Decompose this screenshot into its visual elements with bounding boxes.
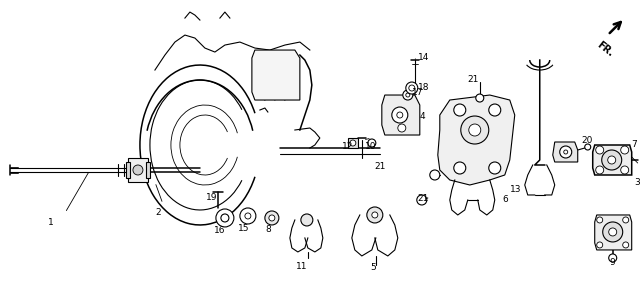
- Circle shape: [596, 146, 604, 154]
- Circle shape: [609, 254, 617, 262]
- Circle shape: [564, 150, 568, 154]
- Polygon shape: [382, 95, 420, 135]
- Text: 4: 4: [420, 112, 426, 121]
- Circle shape: [301, 214, 313, 226]
- Circle shape: [403, 90, 413, 100]
- Text: 2: 2: [155, 208, 161, 217]
- Text: 9: 9: [610, 258, 616, 267]
- Circle shape: [489, 104, 500, 116]
- Text: 20: 20: [582, 136, 593, 145]
- Circle shape: [489, 162, 500, 174]
- Text: 1: 1: [48, 218, 54, 227]
- Circle shape: [476, 94, 484, 102]
- Circle shape: [603, 222, 623, 242]
- Text: 10: 10: [365, 142, 376, 151]
- Text: 21: 21: [468, 75, 479, 84]
- Text: 14: 14: [418, 53, 429, 62]
- Text: 11: 11: [296, 262, 308, 271]
- Circle shape: [609, 228, 617, 236]
- Circle shape: [623, 242, 628, 248]
- Circle shape: [602, 150, 621, 170]
- Circle shape: [596, 217, 603, 223]
- Circle shape: [245, 213, 251, 219]
- Text: 8: 8: [265, 225, 271, 234]
- Circle shape: [372, 212, 378, 218]
- Circle shape: [461, 116, 489, 144]
- Circle shape: [409, 85, 415, 91]
- Circle shape: [368, 139, 376, 147]
- Polygon shape: [252, 50, 300, 100]
- Text: 3: 3: [635, 178, 640, 187]
- Circle shape: [430, 170, 440, 180]
- Text: 12: 12: [342, 142, 353, 151]
- Text: 21: 21: [375, 162, 386, 171]
- Circle shape: [417, 195, 427, 205]
- Circle shape: [596, 242, 603, 248]
- Circle shape: [221, 214, 229, 222]
- Circle shape: [596, 166, 604, 174]
- Text: 7: 7: [632, 140, 637, 149]
- Text: 15: 15: [238, 224, 250, 233]
- Polygon shape: [593, 145, 632, 175]
- Circle shape: [367, 207, 383, 223]
- Polygon shape: [126, 162, 130, 178]
- Polygon shape: [438, 95, 515, 185]
- Circle shape: [454, 104, 466, 116]
- Circle shape: [392, 107, 408, 123]
- Text: 21: 21: [418, 194, 429, 203]
- Polygon shape: [348, 138, 358, 148]
- Circle shape: [265, 211, 279, 225]
- Circle shape: [623, 217, 628, 223]
- Text: 13: 13: [510, 185, 521, 194]
- Circle shape: [269, 215, 275, 221]
- Circle shape: [468, 124, 481, 136]
- Text: 6: 6: [503, 195, 509, 204]
- Circle shape: [621, 146, 628, 154]
- Circle shape: [608, 156, 616, 164]
- Polygon shape: [146, 162, 150, 178]
- Text: 5: 5: [370, 263, 376, 272]
- Circle shape: [397, 112, 403, 118]
- Circle shape: [398, 124, 406, 132]
- Circle shape: [216, 209, 234, 227]
- Text: 18: 18: [418, 83, 429, 92]
- Polygon shape: [595, 215, 632, 250]
- Circle shape: [350, 140, 356, 146]
- Polygon shape: [128, 158, 148, 182]
- Circle shape: [240, 208, 256, 224]
- Text: FR.: FR.: [595, 40, 615, 59]
- Circle shape: [621, 166, 628, 174]
- Text: 16: 16: [214, 226, 226, 235]
- Circle shape: [454, 162, 466, 174]
- Circle shape: [406, 82, 418, 94]
- Polygon shape: [553, 142, 578, 162]
- Text: 17: 17: [412, 88, 423, 97]
- Circle shape: [133, 165, 143, 175]
- Circle shape: [585, 144, 591, 150]
- Circle shape: [406, 93, 410, 97]
- Circle shape: [560, 146, 572, 158]
- Text: 19: 19: [206, 193, 218, 202]
